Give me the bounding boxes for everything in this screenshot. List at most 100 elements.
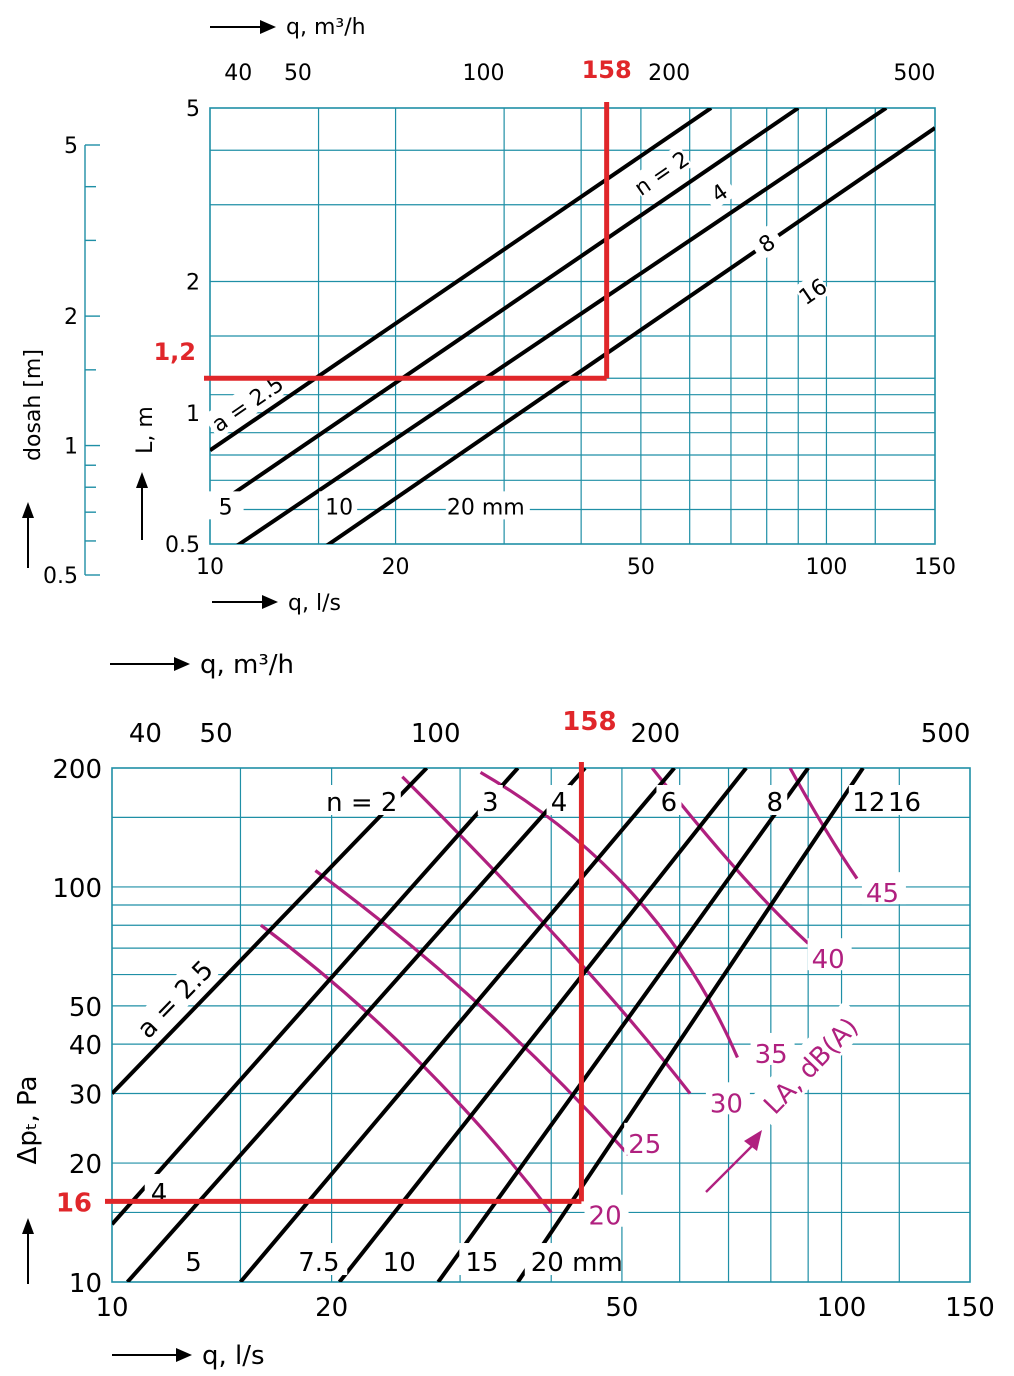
y-tick-label: 2	[186, 271, 200, 296]
highlight-q-label: 158	[562, 707, 616, 737]
sound-axis-arrow-shaft	[705, 1145, 753, 1193]
top-axis-arrow-head	[260, 20, 276, 34]
y-tick-label: 50	[69, 993, 102, 1023]
size-label: 7.5	[298, 1248, 339, 1278]
series-label-bg	[793, 271, 832, 310]
series-line-1	[112, 768, 520, 1226]
highlight-L-label: 1,2	[153, 338, 196, 366]
size-label: 10	[383, 1248, 416, 1278]
bottom-tick-label: 100	[817, 1293, 867, 1323]
series-line-3	[238, 768, 676, 1282]
size-label-bg	[292, 1243, 348, 1276]
bottom-tick-label: 150	[914, 555, 956, 580]
sound-label: 30	[710, 1089, 743, 1119]
series-line-2	[236, 108, 888, 544]
chart-throw-length: 40 50 100 200 500 q, m³/h 10 20 50 100 150 q, l/s 0.…	[21, 15, 956, 616]
top-tick-label: 100	[463, 61, 505, 86]
outer-tick-label: 2	[64, 305, 78, 330]
sound-label: 25	[628, 1130, 661, 1160]
size-label-bg	[445, 491, 530, 520]
size-label: 5	[219, 495, 233, 520]
y-axis-arrow-head	[136, 472, 148, 488]
sound-label: 45	[866, 879, 899, 909]
size-label-bg	[205, 491, 244, 520]
sound-axis-arrow-head	[744, 1130, 762, 1151]
outer-tick-label: 1	[64, 435, 78, 460]
sound-label-bg	[584, 1194, 629, 1227]
sound-label-bg	[861, 872, 906, 905]
n-label: 8	[766, 788, 783, 818]
n-label: 16	[888, 788, 921, 818]
bottom-tick-label: 10	[196, 555, 224, 580]
top-tick-label: 40	[129, 719, 162, 749]
y-tick-label: 100	[52, 874, 102, 904]
size-label-bg	[459, 1243, 500, 1276]
top-tick-label: 50	[200, 719, 233, 749]
series-label-bg	[628, 144, 694, 200]
bottom-tick-label: 20	[315, 1293, 348, 1323]
bottom-tick-label: 50	[627, 555, 655, 580]
n-label-bg	[322, 785, 401, 816]
bottom-axis-arrow-head	[262, 595, 278, 609]
sound-label: 40	[812, 945, 845, 975]
top-axis-arrow-head	[174, 657, 190, 671]
y-tick-label: 5	[186, 97, 200, 122]
bottom-axis-label: q, l/s	[288, 591, 341, 616]
y-tick-label: 40	[69, 1031, 102, 1061]
bottom-tick-label: 10	[95, 1293, 128, 1323]
size-label: 4	[151, 1179, 168, 1209]
sound-label-bg	[807, 938, 852, 971]
n-label: n = 2	[326, 788, 397, 818]
n-label-bg	[848, 785, 889, 816]
top-tick-label: 200	[630, 719, 680, 749]
bottom-axis-arrow-head	[176, 1348, 192, 1362]
series-line-5	[436, 768, 810, 1282]
bottom-tick-label: 100	[805, 555, 847, 580]
size-label: 20 mm	[531, 1248, 623, 1278]
sound-label: 20	[589, 1202, 622, 1232]
series-label-bg	[747, 223, 786, 261]
top-tick-label: 500	[893, 61, 935, 86]
size-label-bg	[179, 1243, 205, 1276]
plot-frame	[111, 767, 971, 1283]
size-label-bg	[376, 1243, 417, 1276]
sound-curve-1	[314, 869, 630, 1156]
n-label: 6	[661, 788, 678, 818]
series-line-2	[125, 768, 587, 1282]
y-tick-label: 30	[69, 1081, 102, 1111]
top-tick-label: 100	[411, 719, 461, 749]
bottom-tick-label: 150	[945, 1293, 995, 1323]
sound-curve-2	[401, 775, 692, 1095]
y-axis-label: Δpₜ, Pa	[13, 1076, 43, 1165]
size-label-bg	[319, 491, 358, 520]
top-tick-label: 200	[648, 61, 690, 86]
sound-curve-0	[259, 923, 553, 1214]
n-label: 12	[852, 788, 885, 818]
top-axis-label: q, m³/h	[200, 650, 294, 680]
sound-curve-3	[479, 770, 739, 1059]
bottom-tick-label: 20	[382, 555, 410, 580]
sound-label-bg	[705, 1082, 750, 1115]
outer-tick-label: 0.5	[43, 564, 78, 589]
n-label-bg	[762, 785, 788, 816]
y-axis-label: L, m	[133, 406, 158, 454]
plot-frame	[209, 107, 936, 545]
outer-axis-arrow-head	[22, 502, 34, 518]
bottom-axis-label: q, l/s	[202, 1341, 265, 1371]
outer-tick-label: 5	[64, 134, 78, 159]
sound-label-bg	[750, 1032, 795, 1065]
n-label-bg	[477, 785, 503, 816]
series-label: a = 2.5	[132, 955, 220, 1045]
n-label: 3	[482, 788, 499, 818]
bottom-tick-label: 50	[605, 1293, 638, 1323]
size-label: 20 mm	[447, 495, 525, 520]
top-tick-label: 50	[284, 61, 312, 86]
series-line-3	[325, 126, 935, 544]
series-label-bg	[130, 953, 219, 1044]
y-tick-label: 1	[186, 402, 200, 427]
series-line-0	[210, 108, 713, 452]
sound-label: 35	[755, 1040, 788, 1070]
series-line-1	[210, 108, 800, 512]
size-label: 10	[325, 495, 353, 520]
